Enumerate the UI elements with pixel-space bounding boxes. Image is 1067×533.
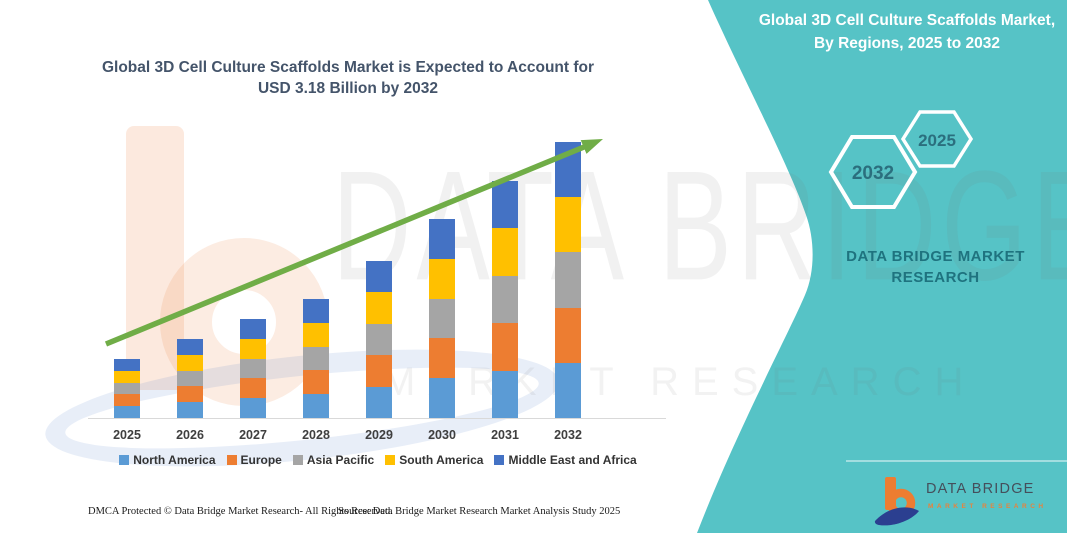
legend-item-middle-east-and-africa: Middle East and Africa: [494, 453, 637, 467]
bar-segment-2027-asia-pacific: [240, 358, 266, 379]
bar-segment-2025-europe: [114, 394, 140, 407]
x-axis-label-2029: 2029: [365, 428, 393, 442]
x-axis-label-2026: 2026: [176, 428, 204, 442]
chart-title: Global 3D Cell Culture Scaffolds Market …: [101, 59, 595, 97]
bar-segment-2025-south-america: [114, 370, 140, 383]
bar-segment-2027-north-america: [240, 398, 266, 418]
legend-label-north-america: North America: [133, 453, 216, 467]
bar-segment-2029-north-america: [366, 386, 392, 418]
x-axis-label-2032: 2032: [554, 428, 582, 442]
logo-name: DATA BRIDGE: [926, 481, 1035, 497]
legend-label-middle-east-and-africa: Middle East and Africa: [508, 453, 637, 467]
bar-segment-2026-europe: [177, 386, 203, 403]
bar-segment-2028-asia-pacific: [303, 346, 329, 371]
x-axis-labels: 2025 2026 2027 2028 2029 2030 2031 2032: [90, 428, 650, 444]
data-bridge-logo-icon: [874, 477, 919, 526]
legend-item-north-america: North America: [119, 453, 216, 467]
legend-swatch-middle-east-and-africa: [494, 455, 505, 465]
hexagon-2025-icon: [900, 110, 974, 168]
bar-segment-2028-north-america: [303, 394, 329, 418]
legend-swatch-north-america: [119, 455, 130, 465]
legend-swatch-europe: [226, 455, 237, 465]
bar-2025: [114, 359, 140, 418]
x-axis-label-2031: 2031: [491, 428, 519, 442]
chart-legend: North America Europe Asia Pacific South Ame…: [90, 453, 666, 467]
legend-item-south-america: South America: [385, 453, 483, 467]
x-axis-label-2025: 2025: [113, 428, 141, 442]
brand-text: DATA BRIDGE MARKET RESEARCH: [846, 248, 1025, 286]
legend-swatch-asia-pacific: [292, 455, 303, 465]
teal-band-shape: [697, 0, 1067, 533]
hexagon-2025-label: 2025: [918, 131, 956, 150]
bar-segment-2026-north-america: [177, 402, 203, 418]
bar-segment-2027-europe: [240, 378, 266, 399]
bar-segment-2030-north-america: [429, 378, 455, 418]
bar-segment-2025-north-america: [114, 406, 140, 418]
hexagon-2032-label: 2032: [852, 163, 894, 184]
x-axis-label-2030: 2030: [428, 428, 456, 442]
bar-segment-2025-middle-east-and-africa: [114, 359, 140, 371]
x-axis-line: [88, 418, 666, 419]
bar-segment-2028-europe: [303, 370, 329, 395]
hexagon-2032-icon: [828, 135, 918, 209]
bar-segment-2026-south-america: [177, 354, 203, 371]
legend-label-asia-pacific: Asia Pacific: [306, 453, 375, 467]
bar-segment-2026-asia-pacific: [177, 370, 203, 387]
bar-segment-2029-europe: [366, 355, 392, 387]
legend-label-south-america: South America: [399, 453, 484, 467]
x-axis-label-2027: 2027: [239, 428, 267, 442]
x-axis-label-2028: 2028: [302, 428, 330, 442]
legend-item-europe: Europe: [226, 453, 282, 467]
legend-label-europe: Europe: [240, 453, 282, 467]
logo-swoosh: [874, 507, 919, 526]
logo-divider-line: [846, 460, 1067, 462]
legend-swatch-south-america: [385, 455, 396, 465]
bar-segment-2025-asia-pacific: [114, 382, 140, 395]
footer-copyright: DMCA Protected © Data Bridge Market Rese…: [88, 506, 393, 517]
bar-segment-2032-north-america: [555, 362, 581, 418]
logo-tagline: MARKET RESEARCH: [928, 503, 1047, 510]
bar-segment-2031-north-america: [492, 370, 518, 418]
bar-2027: [240, 319, 266, 418]
legend-item-asia-pacific: Asia Pacific: [292, 453, 375, 467]
footer-source: Source: Data Bridge Market Research Mark…: [338, 506, 621, 517]
side-panel-title: Global 3D Cell Culture Scaffolds Market,…: [758, 12, 1056, 52]
